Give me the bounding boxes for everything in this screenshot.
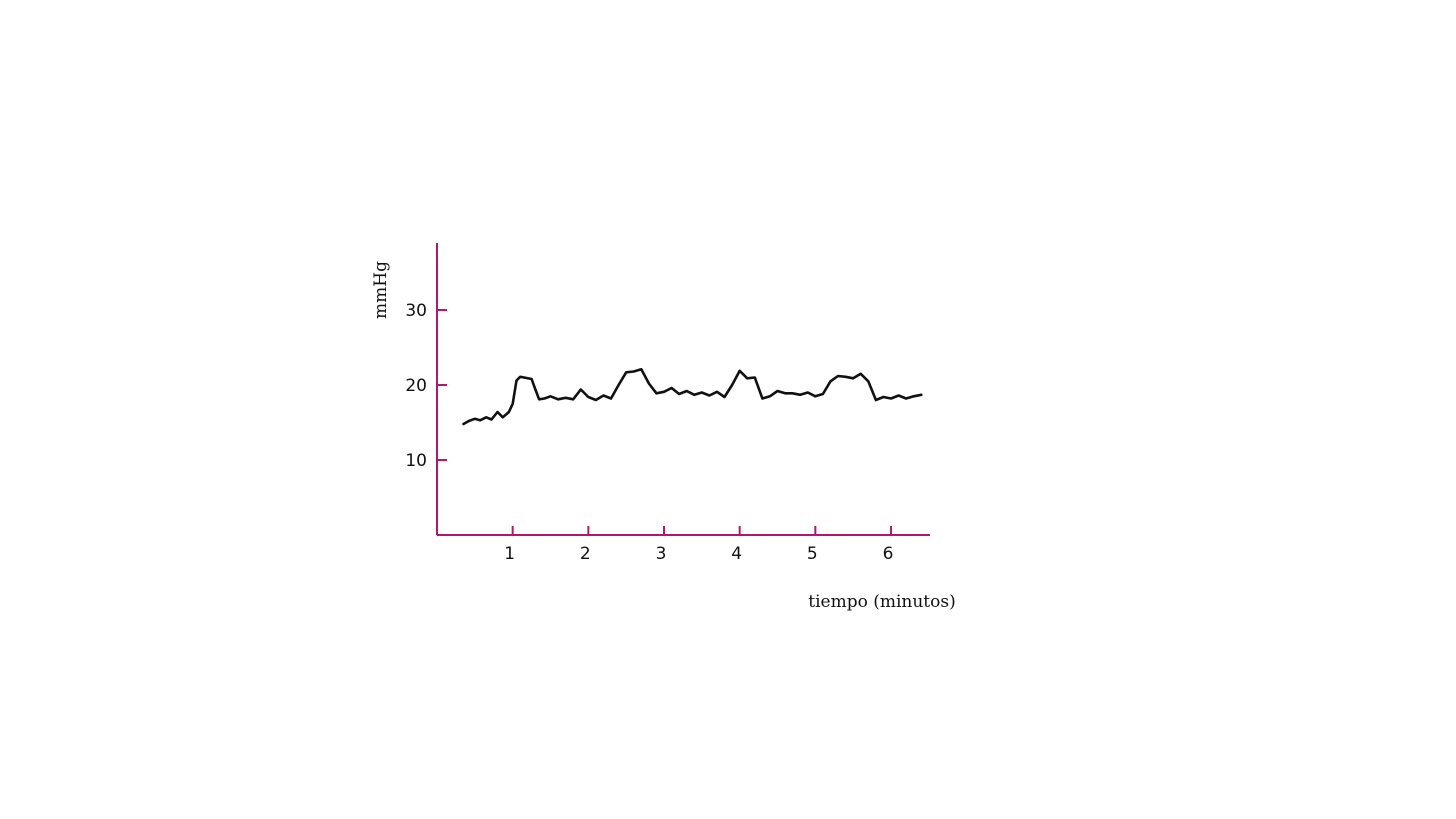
series	[462, 367, 923, 426]
y-axis-title: mmHg	[371, 261, 391, 319]
y-tick-label: 20	[405, 376, 427, 396]
ticks	[437, 309, 892, 535]
x-tick-label: 3	[656, 544, 667, 564]
tick-labels: 1 2 3 4 5 6 10 20 30	[405, 301, 893, 564]
x-tick-label: 4	[731, 544, 742, 564]
y-tick-label: 30	[405, 301, 427, 321]
x-tick-label: 6	[883, 544, 894, 564]
x-tick-label: 2	[580, 544, 591, 564]
series-line	[462, 367, 923, 426]
x-tick-label: 1	[504, 544, 515, 564]
y-tick-label: 10	[405, 451, 427, 471]
x-tick-label: 5	[807, 544, 818, 564]
x-axis-title: tiempo (minutos)	[808, 592, 955, 612]
axes	[436, 243, 930, 536]
